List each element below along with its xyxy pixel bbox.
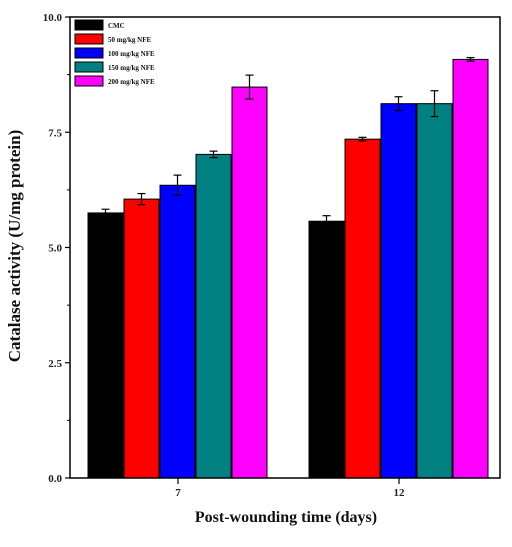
x-tick-label: 12 (394, 487, 406, 499)
x-axis-title: Post-wounding time (days) (195, 509, 377, 526)
bar-5-7 (231, 86, 268, 479)
legend: CMC 50 mg/kg NFE 100 mg/kg NFE 150 mg/kg NF… (74, 19, 155, 87)
bar-1-7 (87, 212, 124, 479)
bars-layer (87, 58, 489, 479)
bar-2-12 (344, 138, 381, 479)
bar-4-12 (416, 103, 453, 479)
x-tick-label: 7 (175, 487, 181, 499)
legend-swatch (74, 33, 104, 45)
legend-label: 100 mg/kg NFE (108, 50, 155, 58)
error-bar-3-12 (394, 96, 403, 112)
legend-swatch (74, 61, 104, 73)
legend-item: 100 mg/kg NFE (74, 47, 155, 59)
bar-5-12 (452, 58, 489, 479)
bar-2-7 (123, 198, 160, 479)
y-axis-title: Catalase activity (U/mg protein) (5, 130, 24, 362)
legend-item: 150 mg/kg NFE (74, 61, 155, 73)
y-tick-label: 7.5 (48, 127, 62, 139)
y-tick-label: 10.0 (43, 12, 63, 24)
legend-swatch (74, 75, 104, 87)
bar-3-7 (159, 184, 196, 479)
bar-1-12 (308, 220, 345, 479)
bar-3-12 (380, 103, 417, 479)
legend-item: CMC (74, 19, 125, 31)
legend-item: 50 mg/kg NFE (74, 33, 152, 45)
y-tick-label: 2.5 (48, 358, 62, 370)
error-bar-4-7 (209, 150, 218, 159)
error-bar-1-12 (322, 215, 331, 228)
legend-label: CMC (108, 22, 125, 30)
error-bar-1-7 (101, 208, 110, 218)
error-bar-2-12 (358, 136, 367, 142)
y-tick-label: 0.0 (48, 473, 62, 485)
error-bar-4-12 (430, 90, 439, 118)
error-bar-5-7 (245, 74, 254, 100)
error-bar-5-12 (466, 56, 475, 62)
bar-4-7 (195, 153, 232, 479)
error-bar-2-7 (137, 192, 146, 206)
legend-label: 200 mg/kg NFE (108, 78, 155, 86)
y-tick-label: 5.0 (48, 243, 62, 255)
legend-swatch (74, 47, 104, 59)
y-axis: 0.0 2.5 5.0 7.5 10.0 (43, 12, 70, 485)
error-bars-layer (101, 56, 475, 228)
legend-item: 200 mg/kg NFE (74, 75, 155, 87)
legend-label: 50 mg/kg NFE (108, 36, 152, 44)
x-axis: 7 12 (175, 478, 405, 499)
legend-label: 150 mg/kg NFE (108, 64, 155, 72)
legend-swatch (74, 19, 104, 31)
error-bar-3-7 (173, 174, 182, 197)
